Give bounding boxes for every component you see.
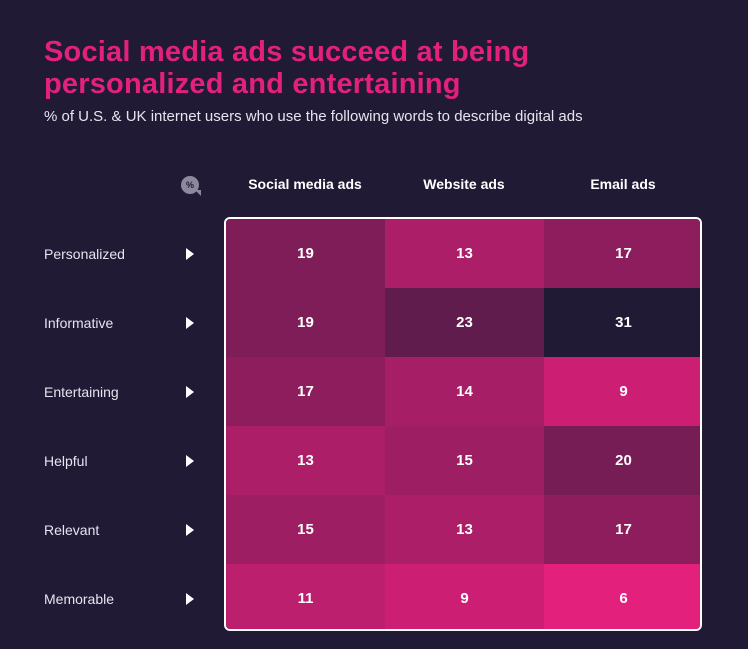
- heatmap-cell-r4-c1: 13: [385, 495, 544, 564]
- row-arrow-icon-2: [186, 385, 194, 398]
- row-label-0: Personalized: [44, 245, 125, 262]
- heatmap-cell-r5-c2: 6: [544, 564, 700, 629]
- heatmap-cell-r2-c2: 9: [544, 357, 700, 426]
- heatmap-cell-r5-c0: 11: [226, 564, 385, 629]
- row-arrow-icon-3: [186, 454, 194, 467]
- row-arrow-icon-5: [186, 592, 194, 605]
- heatmap-cell-r0-c2: 17: [544, 219, 700, 288]
- row-arrow-icon-4: [186, 523, 194, 536]
- chart-title-line-1: Social media ads succeed at being: [44, 36, 530, 68]
- row-label-4: Relevant: [44, 521, 100, 538]
- heatmap-cell-r1-c1: 23: [385, 288, 544, 357]
- heatmap-grid: 19 13 17 19 23 31 17 14 9 13 15 20 15 13 17 11 9 6: [224, 217, 702, 631]
- chart-title-line-2: personalized and entertaining: [44, 68, 461, 100]
- row-label-2: Entertaining: [44, 383, 119, 400]
- heatmap-cell-r1-c2: 31: [544, 288, 700, 357]
- heatmap-cell-r3-c2: 20: [544, 426, 700, 495]
- heatmap-cell-r0-c0: 19: [226, 219, 385, 288]
- heatmap-cell-r4-c2: 17: [544, 495, 700, 564]
- row-label-1: Informative: [44, 314, 114, 331]
- row-arrow-icon-0: [186, 247, 194, 260]
- row-arrow-icon-1: [186, 316, 194, 329]
- heatmap-cell-r4-c0: 15: [226, 495, 385, 564]
- heatmap-cell-r2-c0: 17: [226, 357, 385, 426]
- heatmap-cell-r2-c1: 14: [385, 357, 544, 426]
- column-header-0: Social media ads: [248, 176, 362, 192]
- heatmap-cell-r5-c1: 9: [385, 564, 544, 629]
- percent-icon: %: [181, 176, 199, 194]
- column-header-1: Website ads: [423, 176, 505, 192]
- row-label-5: Memorable: [44, 590, 115, 607]
- row-label-3: Helpful: [44, 452, 88, 469]
- heatmap-cell-r3-c1: 15: [385, 426, 544, 495]
- chart-title: Social media ads succeed at being person…: [44, 36, 724, 100]
- heatmap-cell-r1-c0: 19: [226, 288, 385, 357]
- chart-subtitle: % of U.S. & UK internet users who use th…: [44, 108, 583, 125]
- heatmap-cell-r0-c1: 13: [385, 219, 544, 288]
- column-header-2: Email ads: [590, 176, 656, 192]
- heatmap-cell-r3-c0: 13: [226, 426, 385, 495]
